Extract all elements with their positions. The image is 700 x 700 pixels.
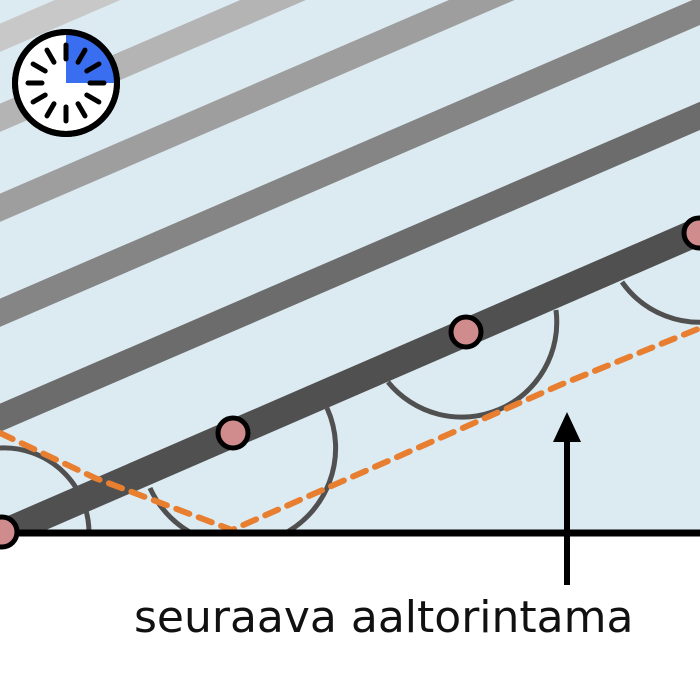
wavelet-source-2 (215, 415, 251, 451)
current-wavefront (0, 215, 700, 533)
clock-icon (12, 29, 120, 137)
clock-rim (12, 29, 120, 137)
annotation-arrow-head (553, 412, 581, 442)
clock-tick (44, 101, 57, 119)
clock-elapsed-sector (66, 34, 115, 83)
wavefront-band-3 (0, 0, 515, 222)
wavelet-arc-1 (0, 445, 92, 533)
wavelet-source-3 (448, 314, 484, 350)
clock-tick (75, 101, 88, 119)
clock-tick (84, 92, 102, 105)
wavelet-arc-4 (619, 280, 700, 325)
wavelet-source-1 (0, 514, 20, 550)
wavelet-arc-2 (147, 406, 339, 533)
clock-tick (84, 61, 102, 74)
wavelet-arc-3 (386, 309, 560, 420)
clock-tick (30, 61, 48, 74)
clock-tick (44, 47, 57, 65)
caption-next-wavefront: seuraava aaltorintama (134, 592, 634, 643)
clock-tick (30, 92, 48, 105)
wavefront-band-4 (0, 0, 700, 327)
wavelet-source-4 (681, 215, 700, 251)
clock-tick (75, 47, 88, 65)
wavefront-band-5 (0, 101, 700, 432)
